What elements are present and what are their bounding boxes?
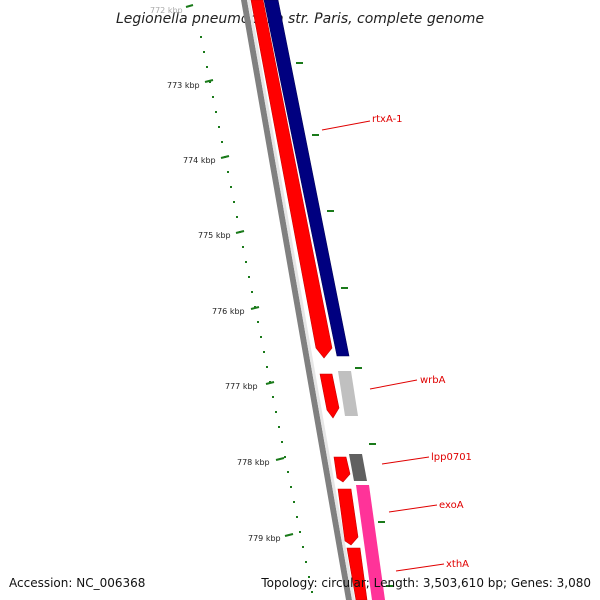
- scale-label-772: 772 kbp: [150, 6, 183, 15]
- scale-label-775: 775 kbp: [198, 231, 231, 240]
- gene-label-xthA[interactable]: xthA: [446, 559, 469, 570]
- gene-arrow-exoA[interactable]: [337, 488, 359, 546]
- scale-label-779: 779 kbp: [248, 534, 281, 543]
- scale-dot: [287, 471, 289, 473]
- scale-dot: [230, 186, 232, 188]
- scale-dot: [215, 111, 217, 113]
- scale-dot: [257, 321, 259, 323]
- scale-dot: [233, 201, 235, 203]
- scale-dot: [200, 36, 202, 38]
- scale-dot: [275, 411, 277, 413]
- scale-tick-775: [235, 230, 245, 234]
- leader-xthA: [395, 563, 445, 572]
- scale-dot: [296, 516, 298, 518]
- scale-tick-773: [204, 79, 214, 83]
- scale-dot: [245, 261, 247, 263]
- scale-dot: [290, 486, 292, 488]
- scale-label-777: 777 kbp: [225, 382, 258, 391]
- scale-dot: [284, 456, 286, 458]
- scale-dot: [278, 426, 280, 428]
- backbone-track: [241, 0, 355, 600]
- outer-ticks: [296, 62, 393, 587]
- scale-dot: [299, 531, 301, 533]
- scale-dot: [293, 501, 295, 503]
- gene-arrow-wrbA[interactable]: [319, 373, 340, 419]
- leader-exoA: [388, 504, 438, 513]
- scale-tick-772: [185, 4, 194, 8]
- genome-summary-text: Topology: circular; Length: 3,503,610 bp…: [261, 576, 591, 590]
- gene-arrow-xthA[interactable]: [346, 547, 368, 600]
- gene-label-exoA[interactable]: exoA: [439, 500, 464, 511]
- scale-tick-774: [220, 155, 230, 159]
- scale-dot: [212, 96, 214, 98]
- scale-dot: [227, 171, 229, 173]
- scale-label-774: 774 kbp: [183, 156, 216, 165]
- scale-dot: [251, 291, 253, 293]
- reverse-strand-track: [263, 0, 385, 600]
- gene-labels: rtxA-1 wrbA lpp0701 exoA xthA: [321, 114, 472, 572]
- gene-arrow-small-fwd[interactable]: [333, 456, 351, 483]
- scale-label-773: 773 kbp: [167, 81, 200, 90]
- forward-strand-track: [250, 0, 368, 600]
- map-title: Legionella pneumophila str. Paris, compl…: [116, 11, 484, 27]
- scale-dot: [302, 546, 304, 548]
- scale-dot: [263, 351, 265, 353]
- scale-ticks: 772 kbp 773 kbp 774 kbp 775 kbp 776 kbp …: [150, 4, 294, 543]
- gene-label-rtxA-1[interactable]: rtxA-1: [372, 114, 403, 125]
- scale-dot: [203, 51, 205, 53]
- scale-dot: [260, 336, 262, 338]
- scale-dot: [236, 216, 238, 218]
- scale-dot: [266, 366, 268, 368]
- gene-arrow-rtxA-1[interactable]: [250, 0, 333, 359]
- scale-label-778: 778 kbp: [237, 458, 270, 467]
- scale-tick-778: [275, 457, 285, 461]
- leader-wrbA: [369, 379, 418, 390]
- gene-arrow-lpp0701[interactable]: [349, 454, 367, 481]
- accession-text: Accession: NC_006368: [9, 576, 146, 590]
- scale-dot: [242, 246, 244, 248]
- scale-dot: [281, 441, 283, 443]
- gene-label-lpp0701[interactable]: lpp0701: [431, 452, 472, 463]
- scale-tick-777: [265, 381, 275, 385]
- scale-dot: [308, 576, 310, 578]
- gene-label-wrbA[interactable]: wrbA: [420, 375, 446, 386]
- scale-dot: [305, 561, 307, 563]
- scale-tick-779: [284, 533, 294, 537]
- leader-lpp0701: [381, 456, 430, 465]
- gene-arrow-reverse-navy[interactable]: [263, 0, 350, 357]
- leader-rtxA-1: [321, 120, 371, 131]
- scale-dot: [209, 81, 211, 83]
- gene-arrow-pseudogene[interactable]: [338, 371, 358, 416]
- gene-arrow-rna[interactable]: [356, 485, 385, 600]
- scale-dot: [218, 126, 220, 128]
- scale-label-776: 776 kbp: [212, 307, 245, 316]
- scale-tick-776: [250, 306, 260, 310]
- scale-dot: [248, 276, 250, 278]
- scale-dot: [272, 396, 274, 398]
- scale-dot: [221, 141, 223, 143]
- scale-dot: [206, 66, 208, 68]
- scale-dot: [311, 591, 313, 593]
